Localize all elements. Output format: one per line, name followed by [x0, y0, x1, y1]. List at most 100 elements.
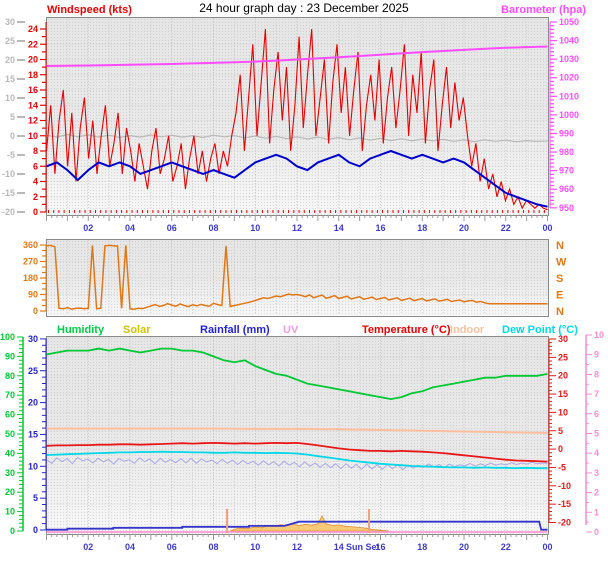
svg-text:15: 15 [558, 389, 568, 399]
svg-text:10: 10 [250, 542, 260, 552]
svg-text:22: 22 [501, 542, 511, 552]
svg-text:0: 0 [10, 526, 15, 536]
svg-text:25: 25 [5, 36, 15, 46]
svg-text:8: 8 [33, 146, 38, 156]
svg-text:270: 270 [23, 257, 38, 267]
svg-text:360: 360 [23, 240, 38, 250]
svg-text:-15: -15 [2, 188, 15, 198]
svg-text:W: W [556, 257, 567, 269]
svg-text:16: 16 [375, 542, 385, 552]
page-title: 24 hour graph day : 23 December 2025 [199, 1, 409, 15]
svg-text:180: 180 [23, 273, 38, 283]
svg-text:02: 02 [83, 223, 93, 233]
svg-text:5: 5 [558, 426, 563, 436]
svg-text:00: 00 [542, 223, 552, 233]
svg-text:10: 10 [28, 131, 38, 141]
svg-text:90: 90 [5, 351, 15, 361]
svg-text:14: 14 [28, 100, 38, 110]
svg-text:3: 3 [594, 468, 599, 478]
svg-text:950: 950 [559, 203, 574, 213]
svg-text:20: 20 [28, 398, 38, 408]
legend-humidity: Humidity [57, 324, 105, 336]
series-wind-chill [46, 456, 548, 471]
svg-text:8: 8 [594, 369, 599, 379]
svg-text:-15: -15 [558, 499, 571, 509]
axis-rainfall-left: 30 25 20 15 10 5 0 [28, 334, 47, 535]
svg-text:1010: 1010 [559, 91, 579, 101]
svg-text:20: 20 [459, 223, 469, 233]
svg-text:08: 08 [208, 223, 218, 233]
svg-text:1030: 1030 [559, 54, 579, 64]
svg-text:0: 0 [33, 525, 38, 535]
axis-direction-left: 360 270 180 90 0 [23, 240, 47, 316]
series-indoor [46, 427, 548, 434]
series-dew-point [46, 450, 548, 470]
svg-text:9: 9 [594, 350, 599, 360]
axis-temperature-right: 30 25 20 15 10 5 0 -5 -10 -15 -20 [548, 334, 571, 528]
series-rainfall [46, 520, 548, 531]
svg-text:0: 0 [10, 131, 15, 141]
svg-text:60: 60 [5, 410, 15, 420]
svg-text:12: 12 [28, 116, 38, 126]
svg-text:10: 10 [250, 223, 260, 233]
series-humidity [46, 347, 548, 401]
svg-text:-5: -5 [7, 150, 15, 160]
svg-text:4: 4 [594, 448, 599, 458]
svg-text:04: 04 [125, 223, 135, 233]
svg-text:0: 0 [558, 444, 563, 454]
svg-text:S: S [556, 273, 563, 285]
svg-text:80: 80 [5, 371, 15, 381]
svg-text:N: N [556, 306, 564, 318]
svg-text:0: 0 [594, 527, 599, 537]
svg-text:24: 24 [28, 24, 38, 34]
svg-text:30: 30 [5, 17, 15, 27]
svg-text:10: 10 [5, 93, 15, 103]
svg-text:30: 30 [5, 468, 15, 478]
svg-text:18: 18 [28, 70, 38, 80]
svg-text:100: 100 [0, 332, 15, 342]
svg-text:4: 4 [33, 177, 38, 187]
svg-text:18: 18 [417, 542, 427, 552]
legend-temperature: Temperature (°C) [362, 324, 451, 336]
svg-text:20: 20 [5, 487, 15, 497]
panel-temp-humidity [46, 337, 548, 533]
svg-text:6: 6 [594, 409, 599, 419]
svg-text:1040: 1040 [559, 36, 579, 46]
series-solar [230, 515, 389, 532]
svg-text:7: 7 [594, 389, 599, 399]
svg-text:15: 15 [28, 429, 38, 439]
svg-text:02: 02 [83, 542, 93, 552]
svg-text:00: 00 [542, 542, 552, 552]
svg-text:16: 16 [375, 223, 385, 233]
svg-text:12: 12 [292, 223, 302, 233]
svg-text:1050: 1050 [559, 17, 579, 27]
series-wind-average [46, 149, 548, 208]
svg-text:N: N [556, 240, 564, 252]
svg-text:10: 10 [558, 407, 568, 417]
svg-text:90: 90 [28, 290, 38, 300]
svg-text:12: 12 [292, 542, 302, 552]
svg-text:970: 970 [559, 166, 574, 176]
svg-text:1000: 1000 [559, 110, 579, 120]
series-barometer [46, 45, 548, 67]
svg-text:-20: -20 [2, 207, 15, 217]
svg-text:15: 15 [5, 74, 15, 84]
svg-text:20: 20 [5, 55, 15, 65]
svg-text:22: 22 [501, 223, 511, 233]
svg-text:06: 06 [167, 223, 177, 233]
svg-text:25: 25 [28, 366, 38, 376]
svg-text:10: 10 [28, 461, 38, 471]
svg-text:-10: -10 [558, 481, 571, 491]
svg-text:30: 30 [28, 334, 38, 344]
svg-text:20: 20 [558, 371, 568, 381]
legend-uv: UV [283, 324, 299, 336]
svg-text:04: 04 [125, 542, 135, 552]
svg-text:6: 6 [33, 161, 38, 171]
svg-text:16: 16 [28, 85, 38, 95]
svg-text:-5: -5 [558, 462, 566, 472]
axis-hours-bottom: 02 04 06 08 10 12 14 16 18 20 22 00 [46, 534, 553, 552]
series-temperature [46, 441, 548, 463]
sun-set-label: Sun Set [346, 542, 380, 552]
